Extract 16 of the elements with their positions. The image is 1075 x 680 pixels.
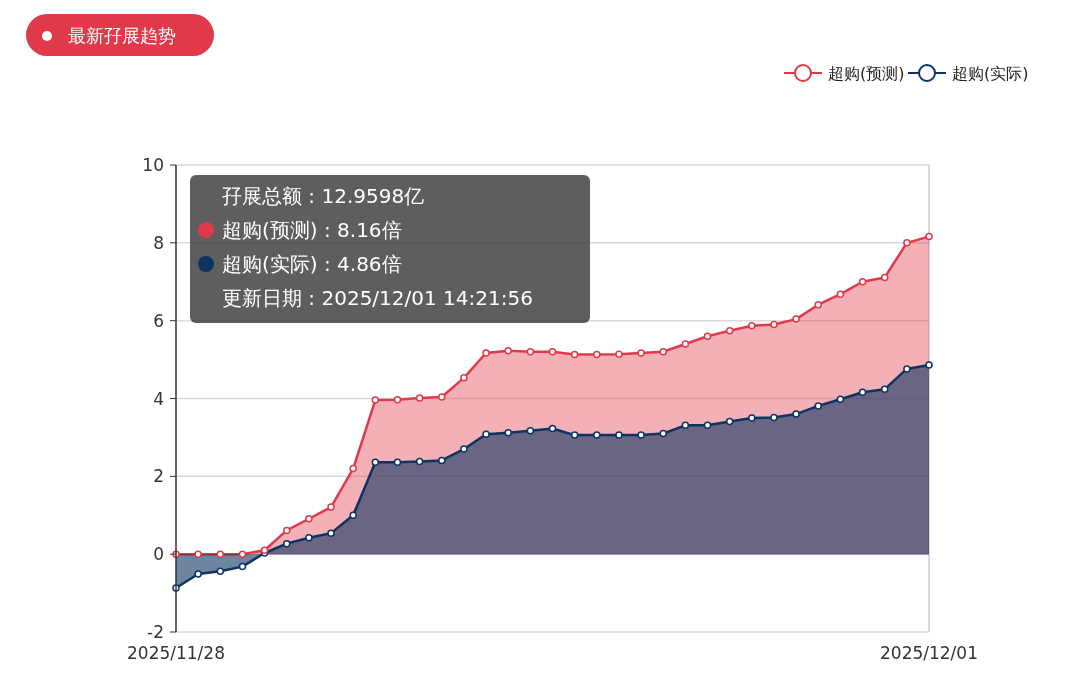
annotation: 超购(实际) : 4.86倍 [222, 252, 402, 276]
y-tick-label: 4 [153, 388, 164, 409]
y-tick-label: 0 [153, 544, 164, 565]
legend-label: 超购(实际) [952, 64, 1029, 83]
legend-label: 超购(预测) [828, 64, 905, 83]
y-tick-label: 8 [153, 232, 164, 253]
x-tick-label: 2025/11/28 [127, 643, 225, 663]
x-tick-label: 2025/12/01 [880, 643, 978, 663]
y-tick-label: -2 [147, 622, 164, 642]
y-tick-label: 10 [142, 155, 164, 175]
annotation: 超购(预测) : 8.16倍 [222, 218, 402, 242]
y-tick-label: 6 [153, 310, 164, 331]
annotation: 孖展总额 : 12.9598亿 [222, 184, 425, 208]
chart-title: 最新孖展趋势 [68, 25, 176, 46]
annotation: 更新日期 : 2025/12/01 14:21:56 [222, 286, 533, 310]
y-tick-label: 2 [153, 466, 164, 487]
